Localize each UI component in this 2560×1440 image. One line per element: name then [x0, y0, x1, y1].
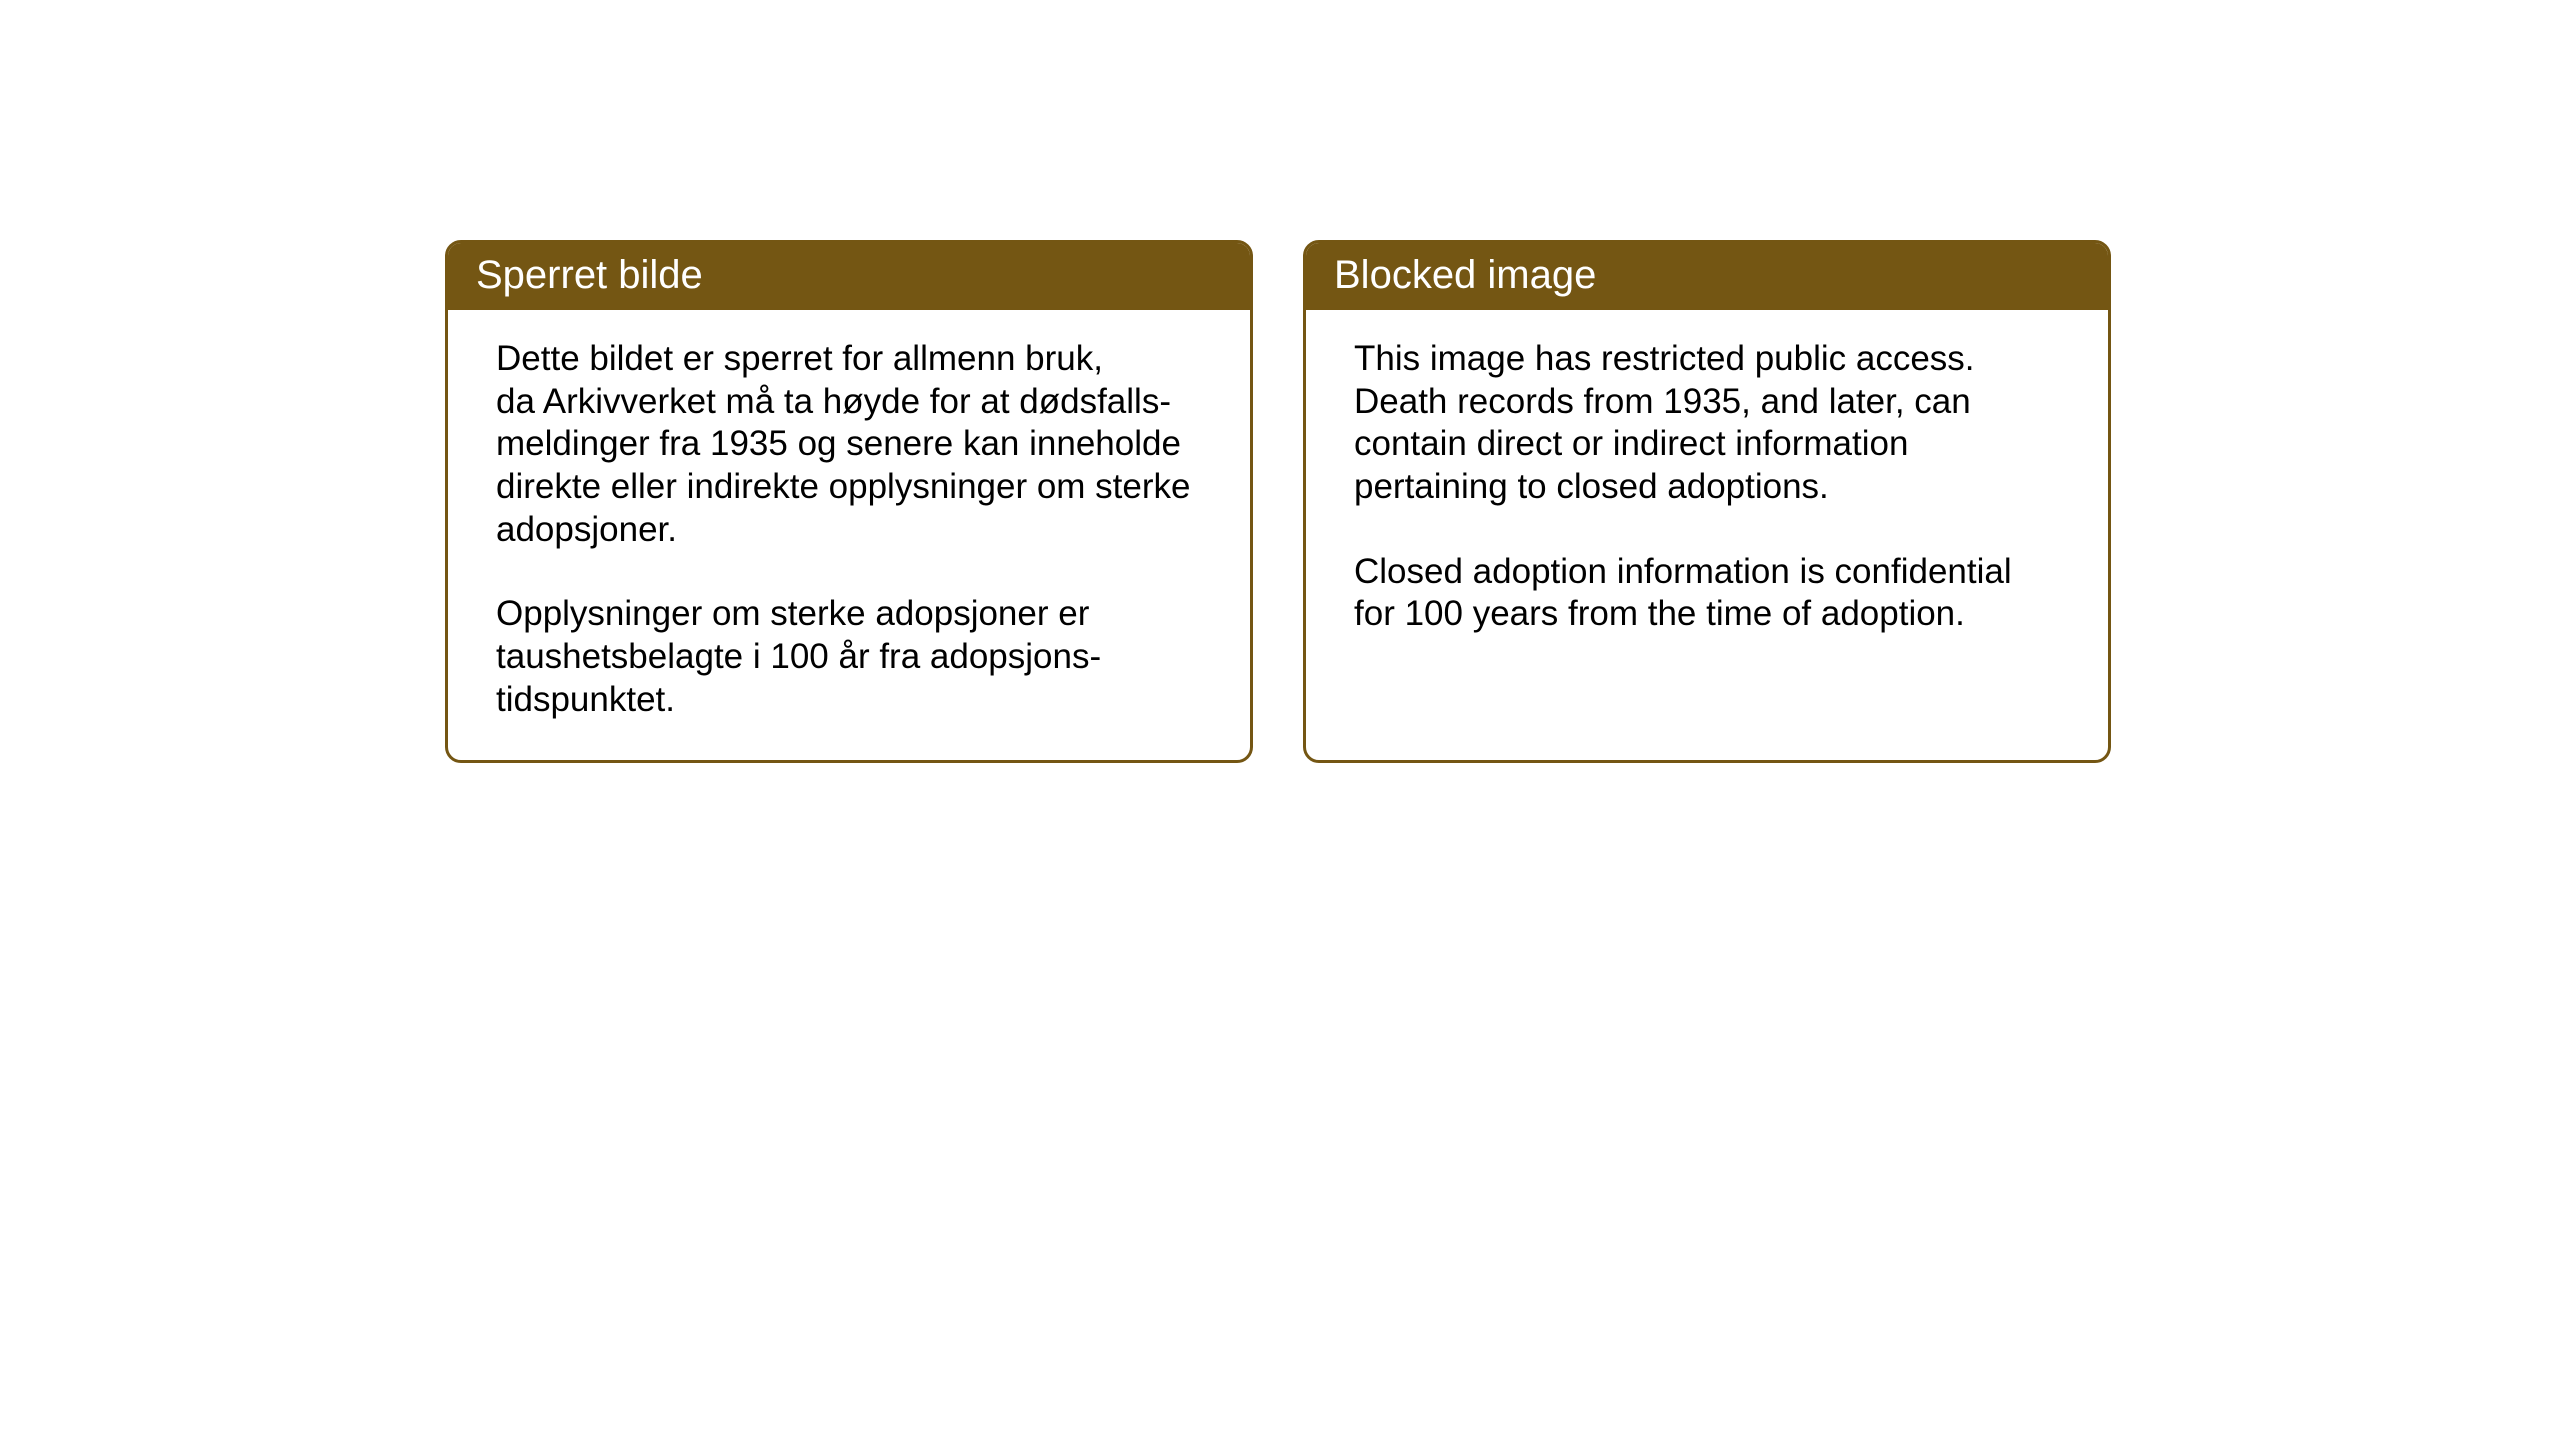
card-paragraph: Dette bildet er sperret for allmenn bruk… — [496, 338, 1202, 551]
card-body-norwegian: Dette bildet er sperret for allmenn bruk… — [448, 310, 1250, 760]
card-title: Blocked image — [1334, 253, 1596, 297]
card-norwegian: Sperret bilde Dette bildet er sperret fo… — [445, 240, 1253, 763]
card-english: Blocked image This image has restricted … — [1303, 240, 2111, 763]
card-header-norwegian: Sperret bilde — [448, 243, 1250, 310]
card-header-english: Blocked image — [1306, 243, 2108, 310]
card-title: Sperret bilde — [476, 253, 703, 297]
card-body-english: This image has restricted public access.… — [1306, 310, 2108, 710]
cards-container: Sperret bilde Dette bildet er sperret fo… — [0, 0, 2560, 763]
card-paragraph: Closed adoption information is confident… — [1354, 551, 2060, 636]
card-paragraph: Opplysninger om sterke adopsjoner er tau… — [496, 593, 1202, 721]
card-paragraph: This image has restricted public access.… — [1354, 338, 2060, 509]
